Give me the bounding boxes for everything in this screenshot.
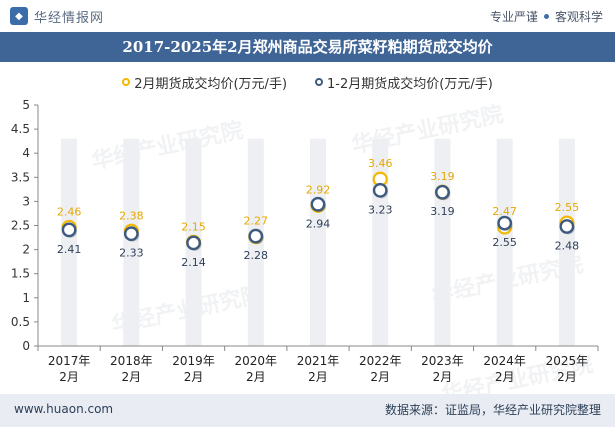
y-tick-label: 3 [22,194,30,208]
x-tick-label-line: 2023年 [421,354,464,368]
legend-item-series1: 2月期货成交均价(万元/手) [122,73,287,92]
dot-separator-icon [543,14,549,19]
series2-data-label: 2.55 [492,236,517,249]
series2-data-label: 2.94 [306,217,331,230]
series1-data-label: 3.46 [368,157,393,170]
x-tick-label-line: 2月 [246,370,266,384]
category-band [61,138,78,346]
series1-data-label: 2.46 [57,205,82,218]
category-band [123,138,140,346]
series2-data-label: 2.28 [244,249,269,262]
legend-marker-icon [315,78,324,86]
x-tick-label-line: 2月 [184,370,204,384]
category-band [558,138,575,346]
tagline-1: 专业严谨 [489,10,538,24]
series2-point [61,222,77,238]
y-tick-label: 2 [22,243,30,257]
legend-item-series2: 1-2月期货成交均价(万元/手) [315,73,493,92]
series2-point [435,184,450,200]
series2-data-label: 3.23 [368,203,393,216]
series2-data-label: 3.19 [430,205,455,218]
x-tick-label-line: 2月 [308,370,328,384]
x-tick-label-line: 2月 [557,370,577,384]
x-tick-label-line: 2022年 [359,354,402,368]
y-tick-label: 4 [22,146,30,160]
category-band [310,138,326,346]
x-tick-label: 2024年 2月 [483,354,526,384]
y-tick-label: 1.5 [11,267,30,281]
x-tick-label-line: 2018年 [110,354,153,368]
x-tick-label: 2018年 2月 [110,354,153,384]
y-tick-label: 2.5 [11,219,30,233]
x-tick-label: 2019年 2月 [172,354,215,384]
series2-data-label: 2.41 [57,243,82,256]
x-tick-label-line: 2月 [370,370,390,384]
x-tick-label-line: 2019年 [172,354,215,368]
x-tick-label-line: 2020年 [235,354,278,368]
series2-data-label: 2.48 [555,239,580,252]
series2-point [248,228,264,244]
series1-data-label: 3.19 [430,170,455,183]
series2-data-label: 2.14 [181,256,206,269]
legend: 2月期货成交均价(万元/手) 1-2月期货成交均价(万元/手) [0,72,615,92]
x-tick-label: 2021年 2月 [297,354,340,384]
x-tick-label-line: 2月 [433,370,453,384]
series2-point [123,226,139,242]
category-band [496,138,513,346]
series2-point [186,235,201,251]
series2-point [372,182,388,198]
brand-logo-icon: ◆ [10,7,28,25]
x-tick-label-line: 2021年 [297,354,340,368]
chart-title: 2017-2025年2月郑州商品交易所菜籽粕期货成交均价 [0,32,615,62]
tagline-2: 客观科学 [554,10,603,24]
series2-point [497,215,513,231]
footer: www.huaon.com 数据来源：证监局，华经产业研究院整理 [0,394,615,427]
category-bands [61,138,575,346]
x-tick-label: 2023年 2月 [421,354,464,384]
legend-label-series1: 2月期货成交均价(万元/手) [134,76,288,92]
y-tick-label: 3.5 [11,170,30,184]
x-tick-label: 2020年 2月 [235,354,278,384]
y-tick-label: 5 [22,98,30,112]
y-tick-label: 0.5 [11,315,30,329]
legend-marker-icon [122,78,131,86]
series1-data-label: 2.27 [244,215,269,228]
top-bar: ◆ 华经情报网 专业严谨 客观科学 [0,0,615,33]
legend-label-series2: 1-2月期货成交均价(万元/手) [327,76,493,92]
x-tick-label-line: 2月 [122,370,142,384]
x-tick-label-line: 2017年 [48,354,91,368]
x-tick-label-line: 2月 [495,370,515,384]
y-tick-label: 4.5 [11,122,30,136]
x-tick-label: 2017年 2月 [48,354,91,384]
data-marks [61,171,575,251]
x-tick-label-line: 2024年 [483,354,526,368]
footer-source: 数据来源：证监局，华经产业研究院整理 [384,403,601,417]
y-tick-label: 1 [22,291,30,305]
x-tick-label: 2025年 2月 [546,354,589,384]
brand: ◆ 华经情报网 [10,7,105,26]
series2-data-label: 2.33 [119,247,144,260]
x-tick-label-line: 2月 [59,370,79,384]
series1-data-label: 2.15 [181,220,206,233]
series2-point [559,219,575,234]
y-tick-label: 0 [22,339,30,353]
series1-data-label: 2.38 [119,209,144,222]
series1-data-label: 2.55 [555,201,580,214]
x-tick-label-line: 2025年 [546,354,589,368]
series1-data-label: 2.92 [306,183,331,196]
x-tick-label: 2022年 2月 [359,354,402,384]
tagline: 专业严谨 客观科学 [490,8,603,25]
data-labels: 2.46 2.38 2.15 2.27 2.92 3.46 3.19 2.47 2.55 2.41… [57,157,579,269]
series2-point [310,196,326,212]
footer-website: www.huaon.com [14,402,114,416]
series1-data-label: 2.47 [492,205,517,218]
brand-name: 华经情报网 [34,10,105,26]
